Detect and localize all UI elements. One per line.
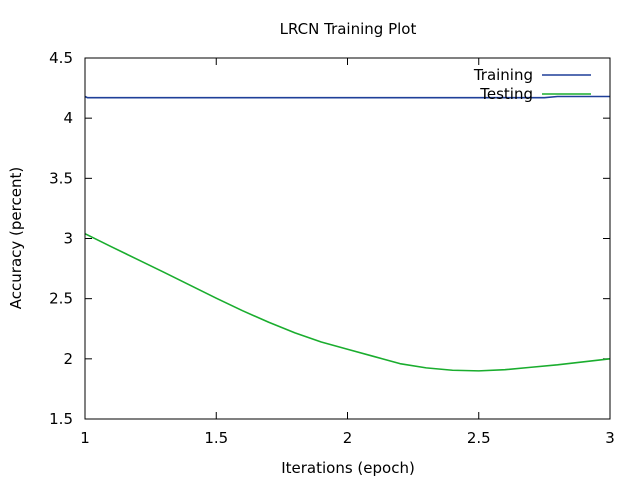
y-tick-label: 2	[63, 350, 73, 368]
plot-frame	[84, 57, 611, 420]
y-tick-label: 3.5	[49, 169, 73, 187]
x-axis-title: Iterations (epoch)	[281, 459, 415, 477]
x-tick-label: 2	[343, 429, 353, 447]
series-line-training	[84, 95, 610, 99]
y-tick-label: 2.5	[49, 290, 73, 308]
x-tick-label: 1.5	[204, 429, 228, 447]
legend-label-testing: Testing	[479, 85, 533, 103]
x-tick-label: 3	[605, 429, 615, 447]
y-tick-label: 3	[63, 230, 73, 248]
x-tick-label: 1	[80, 429, 90, 447]
y-tick-label: 4	[63, 109, 73, 127]
legend-label-training: Training	[473, 66, 533, 84]
chart-title: LRCN Training Plot	[280, 20, 417, 38]
series-layer	[84, 95, 611, 372]
y-tick-label: 4.5	[49, 49, 73, 67]
x-tick-label: 2.5	[467, 429, 491, 447]
series-line-testing	[84, 232, 611, 372]
y-axis-title: Accuracy (percent)	[7, 167, 25, 309]
y-tick-label: 1.5	[49, 410, 73, 428]
